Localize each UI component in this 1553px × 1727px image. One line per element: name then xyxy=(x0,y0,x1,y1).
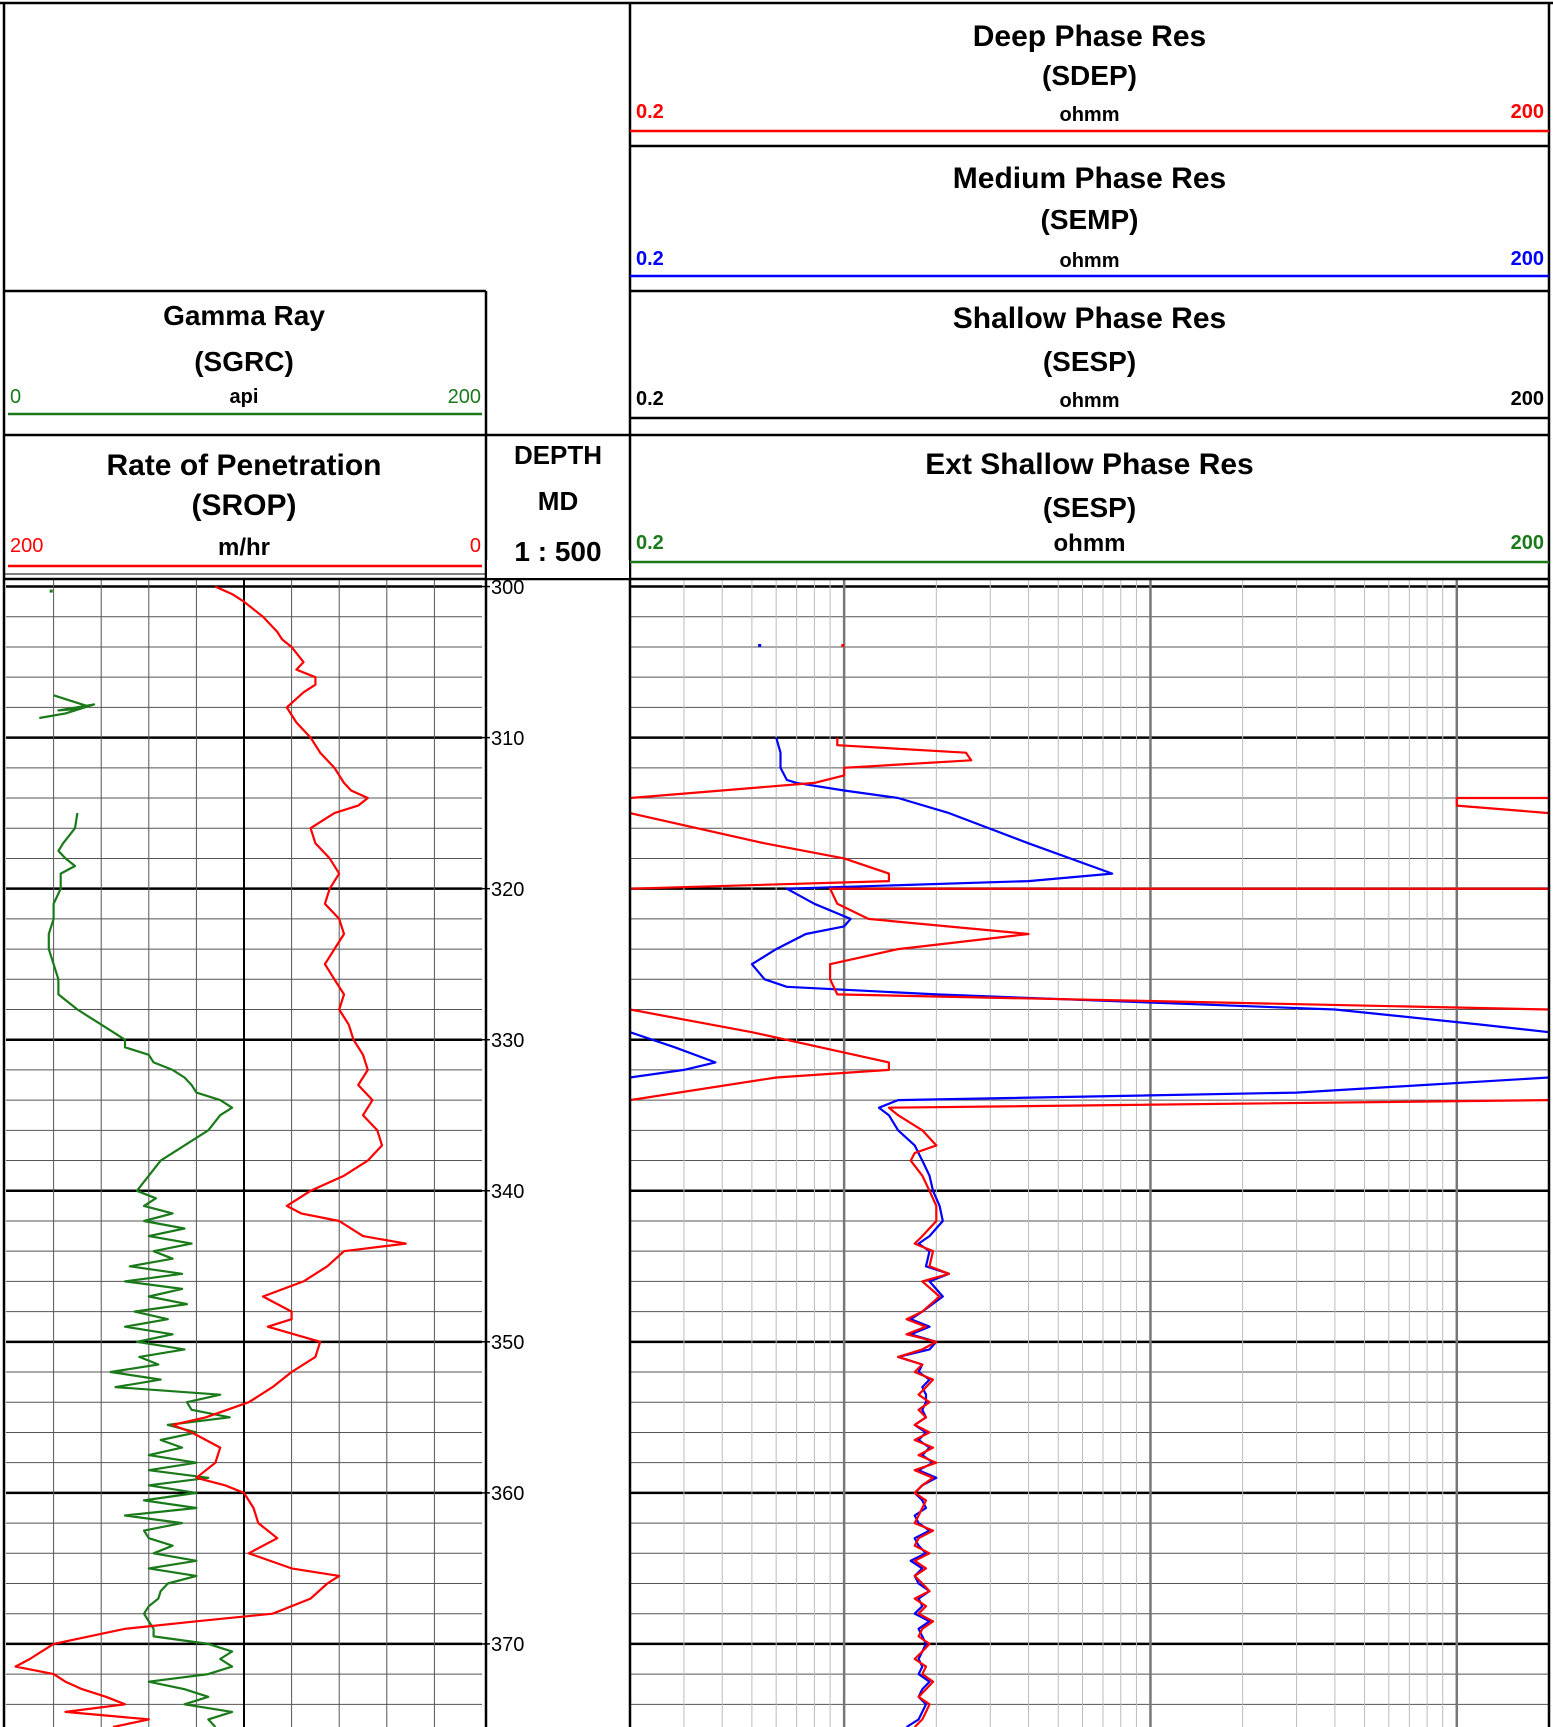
semp-curve xyxy=(877,1076,1550,1727)
shallow-unit: ohmm xyxy=(1059,390,1120,412)
gamma-title: Gamma Ray xyxy=(163,300,325,331)
gamma-mnemonic: (SGRC) xyxy=(194,346,294,377)
medium-unit: ohmm xyxy=(1059,250,1120,272)
deep-mnemonic: (SDEP) xyxy=(1042,60,1137,91)
sgrc-point xyxy=(49,589,53,593)
extshallow-min: 0.2 xyxy=(636,532,664,554)
semp-point xyxy=(758,643,762,647)
medium-title: Medium Phase Res xyxy=(952,162,1227,195)
sgrc-curve xyxy=(47,812,234,1727)
depth-label: 340 xyxy=(491,1181,524,1203)
depth-label: 350 xyxy=(491,1332,524,1354)
sdep-curve xyxy=(629,1008,891,1102)
depth-label: 310 xyxy=(491,728,524,750)
semp-curve xyxy=(629,1031,717,1079)
deep-min: 0.2 xyxy=(636,101,664,123)
deep-max: 200 xyxy=(1510,101,1544,123)
depth-title: DEPTH xyxy=(513,440,603,470)
sdep-curve xyxy=(629,812,891,890)
depth-label: 320 xyxy=(491,879,524,901)
depth-labels-layer: 300 310 320 330 340 350 360 370 xyxy=(487,560,629,1656)
deep-unit: ohmm xyxy=(1059,104,1120,126)
shallow-title: Shallow Phase Res xyxy=(952,302,1227,335)
depth-label: 370 xyxy=(491,1634,524,1656)
rop-title: Rate of Penetration xyxy=(106,449,382,482)
extshallow-mnemonic: (SESP) xyxy=(1042,492,1137,523)
grid-layer xyxy=(6,579,1549,1727)
sdep-curve xyxy=(828,887,1550,1011)
gamma-max: 200 xyxy=(447,386,481,408)
depth-label: 330 xyxy=(491,1030,524,1052)
depth-label: 360 xyxy=(491,1483,524,1505)
shallow-max: 200 xyxy=(1510,388,1544,410)
curves-layer xyxy=(14,585,1550,1727)
shallow-mnemonic: (SESP) xyxy=(1042,346,1137,377)
sgrc-curve xyxy=(39,694,96,720)
depth-label: 300 xyxy=(491,577,524,599)
sdep-curve xyxy=(629,737,973,800)
medium-max: 200 xyxy=(1510,248,1544,270)
srop-curve xyxy=(14,585,407,1727)
sdep-curve xyxy=(1455,796,1550,815)
shallow-min: 0.2 xyxy=(636,388,664,410)
sdep-curve xyxy=(887,1099,1550,1727)
rop-unit: m/hr xyxy=(217,534,270,561)
medium-mnemonic: (SEMP) xyxy=(1040,204,1139,235)
deep-title: Deep Phase Res xyxy=(972,20,1207,53)
rop-max: 0 xyxy=(469,535,481,557)
rop-min: 200 xyxy=(10,535,44,557)
gamma-unit: api xyxy=(229,386,259,408)
depth-scale: 1 : 500 xyxy=(514,536,602,567)
medium-min: 0.2 xyxy=(636,248,664,270)
depth-header-mask xyxy=(487,560,629,578)
gamma-min: 0 xyxy=(10,386,22,408)
semp-curve xyxy=(750,737,1550,1034)
extshallow-unit: ohmm xyxy=(1053,530,1126,557)
extshallow-max: 200 xyxy=(1510,532,1544,554)
sdep-point xyxy=(841,643,845,647)
extshallow-title: Ext Shallow Phase Res xyxy=(925,448,1254,481)
depth-md: MD xyxy=(537,486,579,516)
rop-mnemonic: (SROP) xyxy=(191,489,297,522)
